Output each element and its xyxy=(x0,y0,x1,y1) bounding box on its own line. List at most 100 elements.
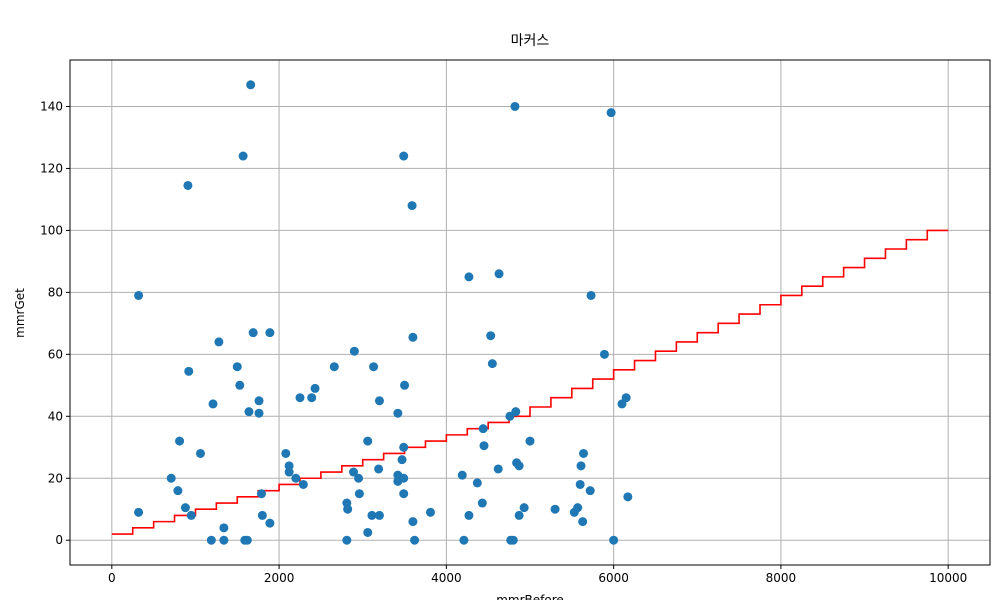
data-point xyxy=(134,290,144,300)
y-axis-ticks: 0 20 40 60 80 100 120 140 xyxy=(40,99,70,547)
data-point xyxy=(343,504,353,514)
data-point xyxy=(599,349,609,359)
data-point xyxy=(575,479,585,489)
data-point xyxy=(399,151,409,161)
data-point xyxy=(254,408,264,418)
data-point xyxy=(478,424,488,434)
data-point xyxy=(408,332,418,342)
data-point xyxy=(511,407,521,417)
x-tick-label: 8000 xyxy=(766,571,797,585)
data-point xyxy=(363,436,373,446)
data-point xyxy=(585,486,595,496)
data-points xyxy=(134,80,633,545)
x-tick-label: 0 xyxy=(108,571,116,585)
data-point xyxy=(477,498,487,508)
data-point xyxy=(329,362,339,372)
data-point xyxy=(609,535,619,545)
data-point xyxy=(342,535,352,545)
data-point xyxy=(578,517,588,527)
data-point xyxy=(400,380,410,390)
data-point xyxy=(399,489,409,499)
data-point xyxy=(246,80,256,90)
y-tick-label: 40 xyxy=(48,409,63,423)
y-tick-label: 20 xyxy=(48,471,63,485)
data-point xyxy=(606,108,616,118)
data-point xyxy=(257,510,267,520)
data-point xyxy=(457,470,467,480)
plot-area-frame xyxy=(69,59,991,566)
data-point xyxy=(514,461,524,471)
data-point xyxy=(284,461,294,471)
y-tick-label: 60 xyxy=(48,347,63,361)
data-point xyxy=(281,448,291,458)
data-point xyxy=(180,503,190,513)
data-point xyxy=(367,510,377,520)
data-point xyxy=(508,535,518,545)
data-point xyxy=(464,272,474,282)
x-tick-label: 2000 xyxy=(264,571,295,585)
y-axis-label: mmrGet xyxy=(13,288,27,338)
data-point xyxy=(494,269,504,279)
data-point xyxy=(374,510,384,520)
y-tick-label: 0 xyxy=(55,533,63,547)
chart-title: 마커스 xyxy=(511,33,550,49)
data-point xyxy=(464,510,474,520)
data-point xyxy=(519,503,529,513)
data-point xyxy=(573,503,583,513)
data-point xyxy=(257,489,267,499)
data-point xyxy=(399,442,409,452)
data-point xyxy=(298,479,308,489)
grid-lines xyxy=(70,60,990,565)
data-point xyxy=(349,346,359,356)
data-point xyxy=(184,366,194,376)
data-point xyxy=(208,399,218,409)
data-point xyxy=(399,473,409,483)
data-point xyxy=(284,467,294,477)
data-point xyxy=(206,535,216,545)
data-point xyxy=(514,510,524,520)
data-point xyxy=(617,399,627,409)
x-tick-label: 4000 xyxy=(431,571,462,585)
data-point xyxy=(510,101,520,111)
data-point xyxy=(295,393,305,403)
data-point xyxy=(479,441,489,451)
data-point xyxy=(586,290,596,300)
data-point xyxy=(175,436,185,446)
data-point xyxy=(369,362,379,372)
y-tick-label: 80 xyxy=(48,285,63,299)
data-point xyxy=(354,473,364,483)
y-tick-label: 100 xyxy=(40,223,63,237)
data-point xyxy=(472,478,482,488)
data-point xyxy=(242,535,252,545)
data-point xyxy=(374,464,384,474)
data-point xyxy=(374,396,384,406)
data-point xyxy=(183,180,193,190)
data-point xyxy=(349,467,359,477)
data-point xyxy=(238,151,248,161)
x-tick-label: 6000 xyxy=(598,571,629,585)
data-point xyxy=(214,337,224,347)
data-point xyxy=(244,407,254,417)
data-point xyxy=(354,489,364,499)
data-point xyxy=(486,331,496,341)
data-point xyxy=(623,492,633,502)
x-tick-label: 10000 xyxy=(929,571,967,585)
data-point xyxy=(393,408,403,418)
data-point xyxy=(310,383,320,393)
x-axis-ticks: 0 2000 4000 6000 8000 10000 xyxy=(108,565,967,585)
data-point xyxy=(166,473,176,483)
y-tick-label: 140 xyxy=(40,99,63,113)
data-point xyxy=(425,507,435,517)
data-point xyxy=(219,523,229,533)
data-point xyxy=(407,201,417,211)
data-point xyxy=(186,510,196,520)
data-point xyxy=(195,448,205,458)
data-point xyxy=(525,436,535,446)
data-point xyxy=(493,464,503,474)
data-point xyxy=(248,328,258,338)
data-point xyxy=(235,380,245,390)
data-point xyxy=(265,328,275,338)
data-point xyxy=(410,535,420,545)
data-point xyxy=(487,359,497,369)
